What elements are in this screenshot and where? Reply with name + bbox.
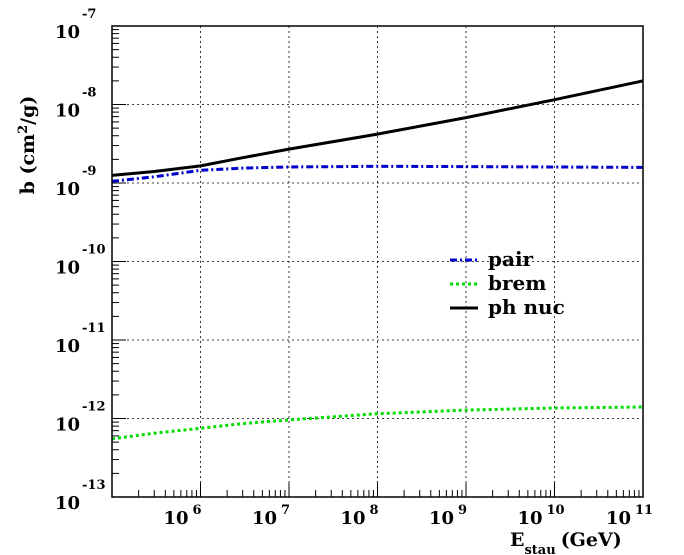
x-tick-label: 10 [340, 508, 365, 529]
y-tick-label: 10 [55, 258, 80, 279]
y-axis-title-main: b (cm [17, 134, 39, 195]
x-tick-exponent: 8 [370, 503, 379, 518]
y-tick-exponent: -10 [82, 243, 106, 258]
x-axis-title-unit: (GeV) [561, 529, 622, 551]
y-tick-exponent: -11 [82, 321, 106, 336]
x-tick-exponent: 10 [547, 503, 565, 518]
x-tick-labels: 10 6 10 7 10 8 10 9 10 10 10 11 [163, 503, 653, 529]
series-line-ph-nuc [111, 79, 644, 177]
y-tick-label: 10 [55, 493, 80, 514]
y-axis-title-unit: /g) [17, 96, 39, 125]
y-tick-exponent: -9 [82, 164, 96, 179]
x-axis-title: Estau (GeV) [510, 529, 622, 555]
y-axis-title-sup: 2 [16, 125, 31, 134]
legend-label-pair: pair [488, 247, 534, 271]
x-tick-exponent: 11 [635, 503, 653, 518]
legend-label-ph-nuc: ph nuc [488, 295, 565, 319]
y-tick-exponent: -13 [82, 478, 106, 493]
y-axis-title: b (cm2/g) [16, 96, 40, 195]
y-tick-exponent: -7 [82, 7, 96, 22]
x-tick-label: 10 [252, 508, 277, 529]
x-tick-label: 10 [429, 508, 454, 529]
x-tick-exponent: 7 [281, 503, 290, 518]
x-tick-exponent: 9 [458, 503, 467, 518]
legend-label-brem: brem [488, 271, 546, 295]
y-tick-label: 10 [55, 336, 80, 357]
series-line-pair [111, 164, 644, 183]
x-tick-exponent: 6 [193, 503, 202, 518]
x-axis-title-main: E [510, 529, 524, 551]
x-tick-label: 10 [517, 508, 542, 529]
y-tick-exponent: -12 [82, 400, 106, 415]
y-tick-label: 10 [55, 101, 80, 122]
series-layer [111, 79, 644, 441]
x-tick-label: 10 [606, 508, 631, 529]
y-tick-label: 10 [55, 22, 80, 43]
y-tick-label: 10 [55, 179, 80, 200]
x-axis-title-sub: stau [524, 543, 555, 555]
x-tick-label: 10 [163, 508, 188, 529]
minor-ticks [112, 25, 644, 498]
y-tick-label: 10 [55, 415, 80, 436]
series-line-brem [111, 405, 644, 441]
y-tick-exponent: -8 [82, 86, 96, 101]
